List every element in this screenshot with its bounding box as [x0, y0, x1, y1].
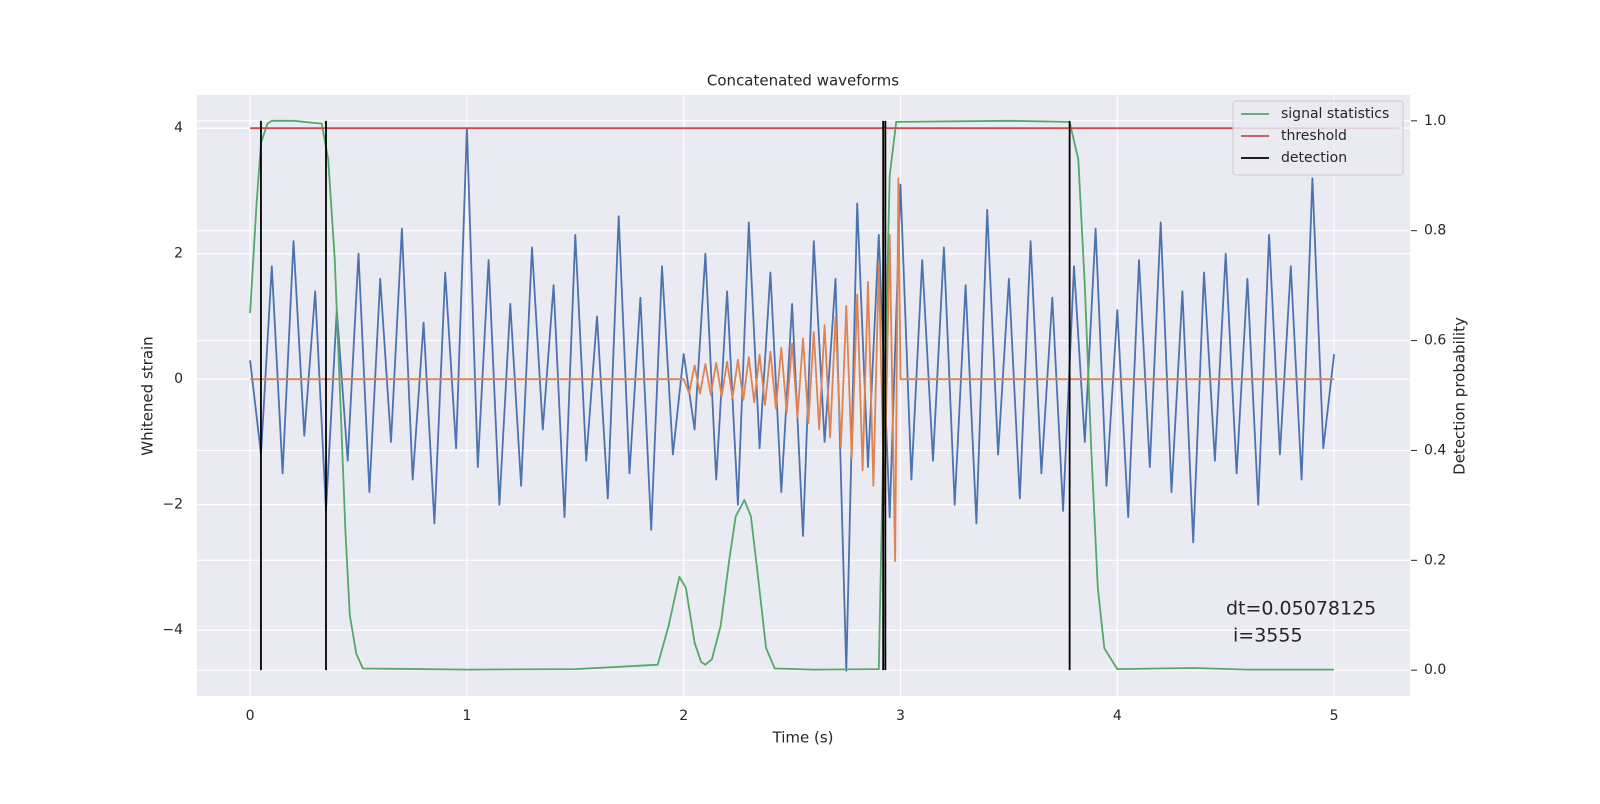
x-tick-label: 3 [896, 708, 905, 724]
overlay: signal statistics threshold detection dt=0.… [260, 100, 1404, 671]
y2-tick-label: 0.0 [1424, 662, 1446, 678]
y-tick-label: 4 [174, 120, 183, 136]
y-tick-label: −4 [162, 622, 183, 638]
y2-axis-title: Detection probability [1451, 317, 1469, 475]
y-tick-label: 2 [174, 246, 183, 262]
y-axis-title: Whitened strain [139, 336, 157, 455]
x-tick-label: 1 [462, 708, 471, 724]
legend-label: detection [1281, 150, 1347, 166]
chart-title: Concatenated waveforms [707, 72, 899, 90]
legend-label: signal statistics [1281, 106, 1389, 122]
x-axis-title: Time (s) [772, 729, 834, 747]
annotation: dt=0.05078125 [1226, 598, 1376, 620]
x-tick-label: 5 [1330, 708, 1339, 724]
y-tick-label: −2 [162, 497, 183, 513]
annotation: i=3555 [1233, 625, 1303, 647]
y2-tick-label: 0.8 [1424, 223, 1446, 239]
y2-tick-label: 0.2 [1424, 552, 1446, 568]
legend-box [1232, 100, 1404, 176]
y-tick-label: 0 [174, 371, 183, 387]
x-tick-label: 2 [679, 708, 688, 724]
series-line [250, 177, 1335, 562]
y2-tick-label: 1.0 [1424, 113, 1446, 129]
y2-tick-label: 0.6 [1424, 333, 1446, 349]
series-line [249, 119, 1335, 671]
legend-label: threshold [1281, 128, 1347, 144]
series-line [249, 127, 1335, 672]
x-tick-label: 4 [1113, 708, 1122, 724]
x-tick-label: 0 [246, 708, 255, 724]
plot [249, 119, 1400, 672]
plot-area [197, 95, 1410, 696]
y2-tick-label: 0.4 [1424, 442, 1446, 458]
